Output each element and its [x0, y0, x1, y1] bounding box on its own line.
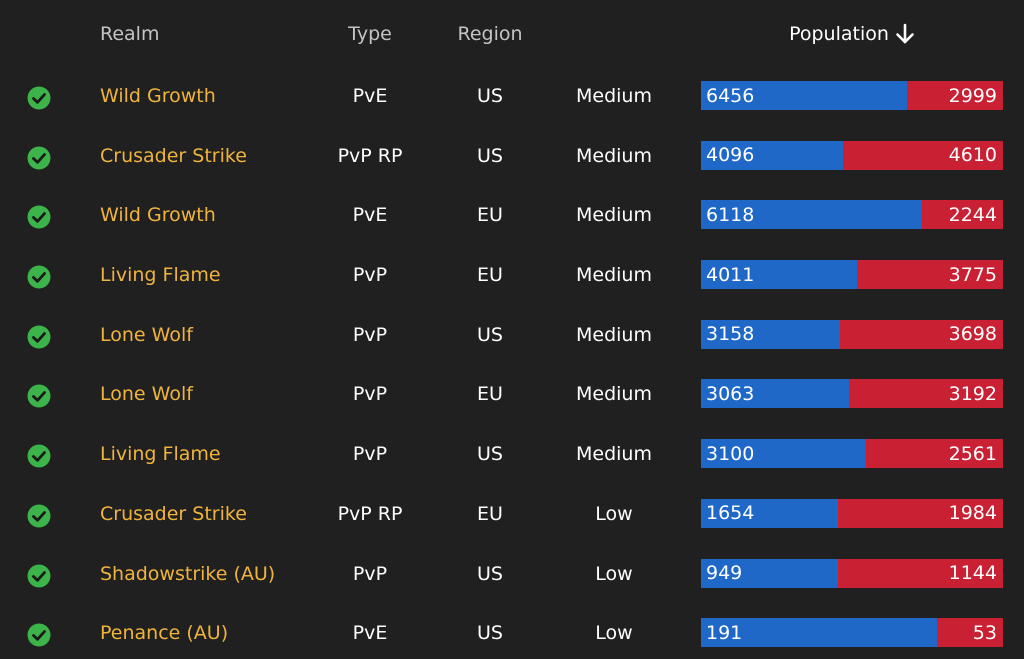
arrow-down-icon	[896, 23, 914, 44]
check-circle-icon	[27, 325, 51, 349]
faction-population-bar: 4096 4610	[701, 140, 1003, 170]
faction-population-bar: 4011 3775	[701, 260, 1003, 290]
table-row[interactable]: Wild Growth PvE US Medium 6456 2999	[0, 68, 1024, 128]
population-level: Low	[595, 622, 633, 645]
realm-type: PvP RP	[337, 144, 403, 167]
table-row[interactable]: Living Flame PvP US Medium 3100 2561	[0, 426, 1024, 486]
horde-segment: 3698	[840, 319, 1003, 349]
realm-type: PvP	[352, 562, 388, 585]
table-row[interactable]: Crusader Strike PvP RP US Medium 4096 4610	[0, 128, 1024, 188]
alliance-segment: 1654	[701, 498, 839, 528]
alliance-segment: 3158	[701, 319, 841, 349]
realm-name[interactable]: Living Flame	[100, 443, 221, 466]
realm-region: US	[477, 323, 503, 346]
realm-type: PvP	[352, 323, 388, 346]
realm-type: PvE	[352, 85, 388, 107]
realm-region: EU	[477, 204, 503, 227]
alliance-segment: 3063	[701, 379, 849, 409]
check-circle-icon	[27, 384, 51, 408]
population-level: Low	[595, 502, 633, 525]
alliance-segment: 6456	[701, 81, 908, 110]
horde-segment: 1144	[837, 558, 1003, 588]
realm-region: US	[477, 144, 503, 167]
check-circle-icon	[27, 623, 51, 647]
header-type[interactable]: Type	[348, 23, 392, 45]
table-row[interactable]: Lone Wolf PvP EU Medium 3063 3192	[0, 366, 1024, 426]
population-level: Medium	[576, 264, 652, 287]
realm-name[interactable]: Lone Wolf	[100, 323, 193, 346]
realm-region: EU	[477, 502, 503, 525]
realm-name[interactable]: Penance (AU)	[100, 622, 229, 645]
population-level: Medium	[576, 383, 652, 406]
faction-population-bar: 6456 2999	[701, 81, 1003, 110]
header-realm[interactable]: Realm	[100, 23, 160, 45]
population-level: Low	[595, 562, 633, 585]
faction-population-bar: 949 1144	[701, 558, 1003, 588]
faction-population-bar: 6118 2244	[701, 200, 1003, 230]
realm-name[interactable]: Wild Growth	[100, 204, 216, 227]
header-region[interactable]: Region	[457, 23, 523, 45]
realm-name[interactable]: Shadowstrike (AU)	[100, 562, 276, 585]
check-circle-icon	[27, 444, 51, 468]
realm-region: US	[477, 85, 503, 107]
alliance-segment: 949	[701, 558, 838, 588]
table-row[interactable]: Wild Growth PvE EU Medium 6118 2244	[0, 187, 1024, 247]
check-circle-icon	[27, 564, 51, 587]
horde-segment: 2999	[907, 81, 1003, 110]
header-population-label: Population	[789, 23, 889, 45]
faction-population-bar: 191 53	[701, 618, 1003, 648]
realm-type: PvP	[352, 264, 388, 287]
table-row[interactable]: Living Flame PvP EU Medium 4011 3775	[0, 247, 1024, 307]
check-circle-icon	[27, 504, 51, 528]
faction-population-bar: 3100 2561	[701, 439, 1003, 469]
realm-name[interactable]: Wild Growth	[100, 85, 216, 107]
realm-list: Wild Growth PvE US Medium 6456 2999 Crusader S…	[0, 68, 1024, 659]
population-level: Medium	[576, 323, 652, 346]
realm-name[interactable]: Crusader Strike	[100, 502, 247, 525]
population-level: Medium	[576, 144, 652, 167]
horde-segment: 4610	[843, 140, 1003, 170]
table-row[interactable]: Penance (AU) PvE US Low 191 53	[0, 605, 1024, 659]
horde-segment: 53	[937, 618, 1003, 648]
population-level: Medium	[576, 204, 652, 227]
horde-segment: 2244	[921, 200, 1003, 230]
population-level: Medium	[576, 85, 652, 107]
alliance-segment: 191	[701, 618, 938, 648]
table-row[interactable]: Shadowstrike (AU) PvP US Low 949 1144	[0, 546, 1024, 606]
realm-type: PvE	[352, 204, 388, 227]
check-circle-icon	[27, 86, 51, 110]
realm-region: EU	[477, 383, 503, 406]
check-circle-icon	[27, 265, 51, 289]
check-circle-icon	[27, 205, 51, 229]
header-population-sort[interactable]: Population	[701, 22, 1003, 46]
population-level: Medium	[576, 443, 652, 466]
realm-type: PvP RP	[337, 502, 403, 525]
realm-region: US	[477, 443, 503, 466]
faction-population-bar: 1654 1984	[701, 498, 1003, 528]
table-row[interactable]: Lone Wolf PvP US Medium 3158 3698	[0, 307, 1024, 367]
horde-segment: 3192	[848, 379, 1003, 409]
realm-name[interactable]: Living Flame	[100, 264, 221, 287]
realm-region: US	[477, 622, 503, 645]
alliance-segment: 4096	[701, 140, 844, 170]
alliance-segment: 4011	[701, 260, 857, 290]
realm-name[interactable]: Crusader Strike	[100, 144, 247, 167]
alliance-segment: 6118	[701, 200, 922, 230]
faction-population-bar: 3063 3192	[701, 379, 1003, 409]
realm-type: PvP	[352, 383, 388, 406]
realm-type: PvE	[352, 622, 388, 645]
table-header: Realm Type Region Population	[0, 0, 1024, 68]
horde-segment: 1984	[838, 498, 1003, 528]
horde-segment: 2561	[866, 439, 1003, 469]
realm-type: PvP	[352, 443, 388, 466]
check-circle-icon	[27, 146, 51, 170]
realm-name[interactable]: Lone Wolf	[100, 383, 193, 406]
faction-population-bar: 3158 3698	[701, 319, 1003, 349]
table-row[interactable]: Crusader Strike PvP RP EU Low 1654 1984	[0, 486, 1024, 546]
realm-region: US	[477, 562, 503, 585]
realm-region: EU	[477, 264, 503, 287]
horde-segment: 3775	[856, 260, 1003, 290]
alliance-segment: 3100	[701, 439, 867, 469]
